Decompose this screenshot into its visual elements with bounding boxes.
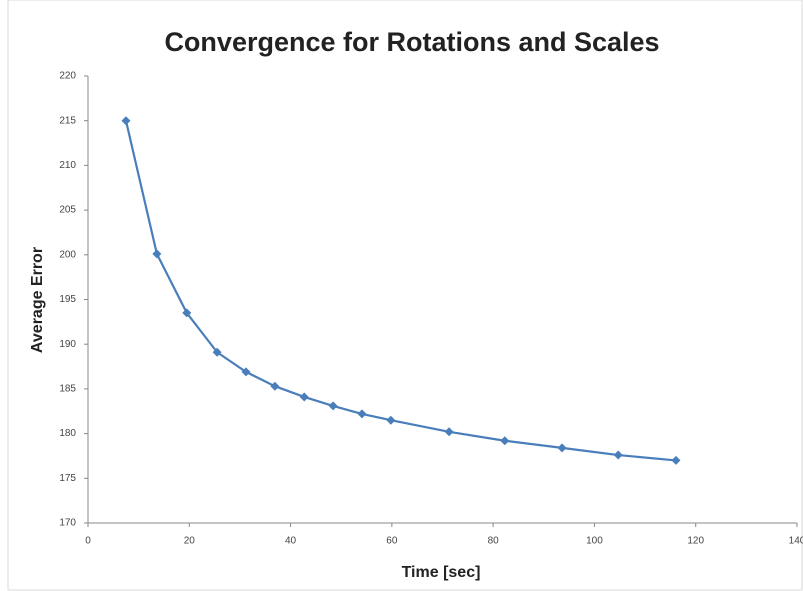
- x-tick-label: 100: [586, 536, 603, 547]
- chart-title: Convergence for Rotations and Scales: [164, 27, 659, 57]
- x-axis-label: Time [sec]: [402, 564, 481, 581]
- y-tick-label: 205: [59, 205, 76, 216]
- data-point: [444, 427, 454, 437]
- data-point: [500, 436, 510, 446]
- chart-frame: [7, 0, 803, 591]
- y-tick-label: 200: [59, 249, 76, 260]
- x-tick-label: 60: [386, 536, 398, 547]
- x-tick-label: 0: [85, 536, 91, 547]
- y-tick-label: 215: [59, 115, 76, 126]
- data-point: [557, 443, 567, 453]
- x-tick-label: 80: [488, 536, 500, 547]
- y-tick-label: 185: [59, 384, 76, 395]
- data-point: [241, 367, 251, 377]
- y-tick-label: 190: [59, 339, 76, 350]
- data-point: [357, 409, 367, 419]
- data-point: [182, 308, 192, 318]
- x-tick-label: 120: [687, 536, 704, 547]
- x-tick-label: 40: [285, 536, 297, 547]
- x-tick-label: 140: [789, 536, 803, 547]
- data-point: [671, 455, 681, 465]
- data-point: [299, 392, 309, 402]
- data-point: [386, 415, 396, 425]
- y-tick-label: 170: [59, 518, 76, 529]
- y-axis-label: Average Error: [29, 247, 46, 353]
- data-point: [121, 116, 131, 126]
- y-tick-label: 195: [59, 294, 76, 305]
- y-tick-label: 180: [59, 428, 76, 439]
- y-tick-label: 175: [59, 473, 76, 484]
- data-point: [152, 249, 162, 259]
- data-point: [212, 347, 222, 357]
- x-tick-label: 20: [184, 536, 196, 547]
- y-tick-label: 220: [59, 71, 76, 82]
- data-point: [270, 381, 280, 391]
- y-tick-label: 210: [59, 160, 76, 171]
- data-point: [613, 450, 623, 460]
- data-point: [328, 401, 338, 411]
